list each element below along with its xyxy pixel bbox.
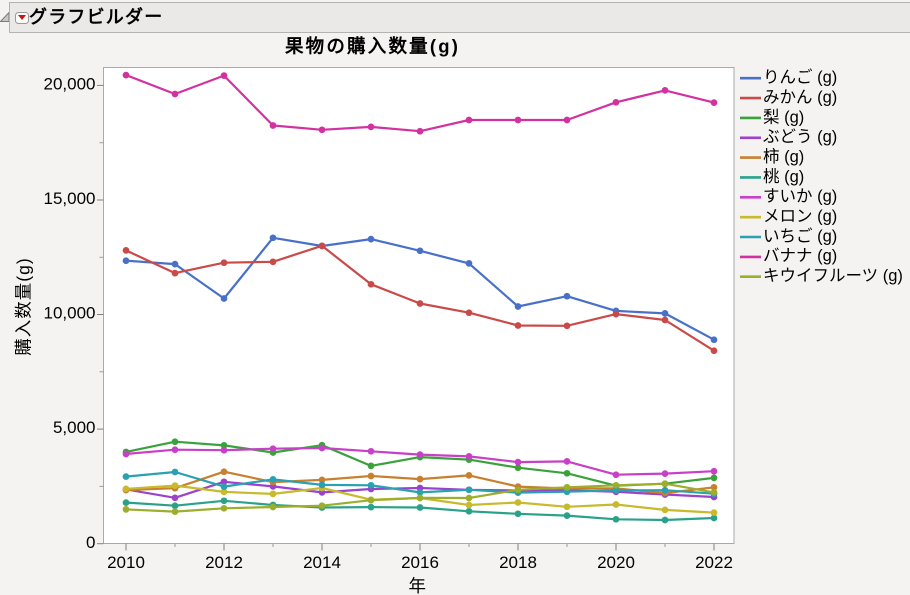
svg-text:2018: 2018 — [499, 553, 537, 572]
svg-text:キウイフルーツ (g): キウイフルーツ (g) — [763, 266, 903, 285]
svg-text:メロン (g): メロン (g) — [763, 208, 837, 226]
svg-text:すいか (g): すいか (g) — [763, 188, 837, 206]
svg-text:桃 (g): 桃 (g) — [763, 167, 804, 186]
svg-text:15,000: 15,000 — [44, 189, 96, 208]
svg-text:バナナ (g): バナナ (g) — [763, 247, 837, 265]
svg-text:2020: 2020 — [597, 553, 635, 572]
svg-text:購入数量(g): 購入数量(g) — [14, 257, 34, 355]
svg-text:20,000: 20,000 — [44, 75, 96, 94]
svg-text:ぶどう (g): ぶどう (g) — [763, 127, 837, 146]
svg-text:5,000: 5,000 — [53, 418, 96, 437]
svg-text:2010: 2010 — [107, 553, 145, 572]
svg-text:梨 (g): 梨 (g) — [763, 107, 804, 126]
svg-text:年: 年 — [409, 576, 427, 595]
svg-text:10,000: 10,000 — [44, 304, 96, 323]
svg-text:2016: 2016 — [401, 553, 439, 572]
svg-text:柿 (g): 柿 (g) — [763, 147, 804, 166]
svg-text:0: 0 — [86, 533, 95, 552]
svg-text:りんご (g): りんご (g) — [763, 68, 837, 87]
svg-text:2022: 2022 — [695, 553, 733, 572]
svg-text:果物の購入数量(g): 果物の購入数量(g) — [284, 36, 460, 57]
svg-text:2014: 2014 — [303, 553, 341, 572]
svg-text:みかん (g): みかん (g) — [763, 89, 837, 107]
svg-text:2012: 2012 — [205, 553, 243, 572]
svg-text:いちご (g): いちご (g) — [763, 226, 837, 245]
